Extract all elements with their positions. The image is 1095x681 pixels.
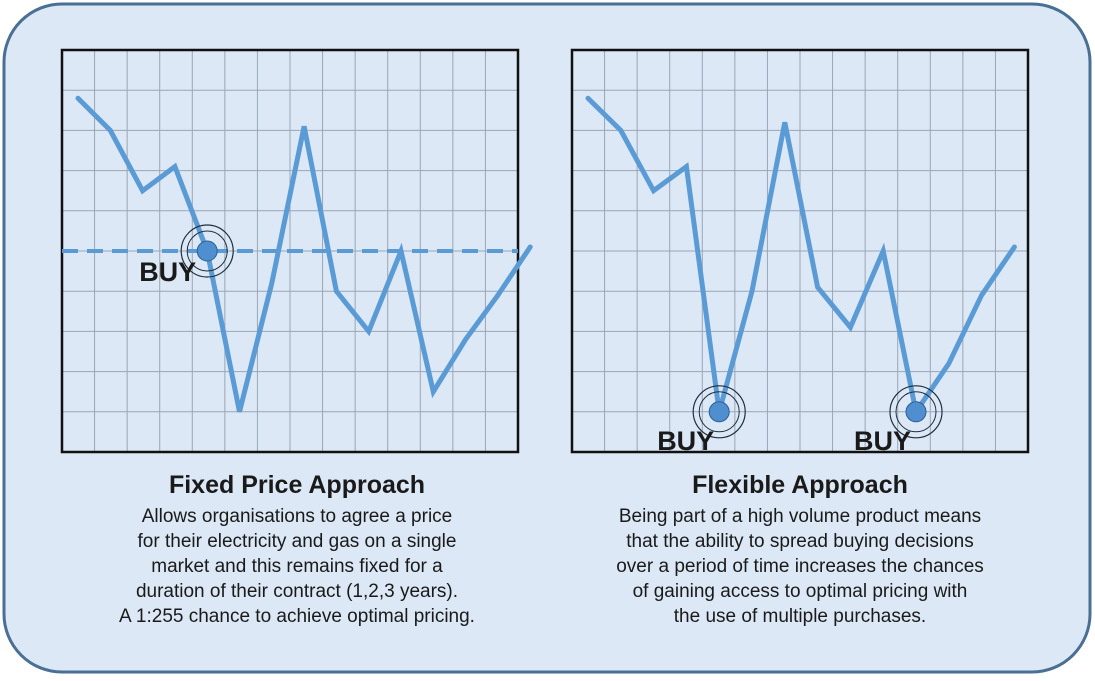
buy-marker-dot (905, 401, 927, 423)
fixed-price-desc-line: Allows organisations to agree a price (141, 506, 453, 527)
buy-label: BUY (657, 426, 714, 456)
buy-marker-dot (196, 240, 218, 262)
flexible-desc-line: Being part of a high volume product mean… (618, 506, 982, 527)
fixed-price-desc-line: for their electricity and gas on a singl… (137, 531, 457, 552)
flexible-desc-line: of gaining access to optimal pricing wit… (632, 581, 968, 602)
price-series-line (75, 95, 533, 413)
buy-marker-dot (708, 401, 730, 423)
chart-border (570, 48, 1030, 454)
flexible-approach-description: Being part of a high volume product mean… (560, 504, 1040, 629)
buy-label: BUY (854, 426, 911, 456)
flexible-desc-line: the use of multiple purchases. (673, 606, 927, 627)
fixed-price-chart: BUY (60, 48, 533, 454)
fixed-price-description: Allows organisations to agree a price fo… (62, 504, 532, 629)
flexible-approach-caption: Flexible Approach Being part of a high v… (560, 470, 1040, 629)
flexible-approach-chart: BUY BUY (570, 48, 1030, 456)
buy-label: BUY (139, 257, 196, 287)
price-series-line (585, 95, 1017, 419)
buy-marker-inner-ring (698, 391, 740, 433)
buy-marker-outer-ring (180, 224, 234, 278)
flexible-desc-line: over a period of time increases the chan… (616, 556, 984, 577)
flexible-desc-line: that the ability to spread buying decisi… (626, 531, 974, 552)
fixed-price-desc-line: A 1:255 chance to achieve optimal pricin… (119, 606, 475, 627)
fixed-price-caption: Fixed Price Approach Allows organisation… (62, 470, 532, 629)
fixed-price-desc-line: market and this remains fixed for a (151, 556, 443, 577)
fixed-price-desc-line: duration of their contract (1,2,3 years)… (135, 581, 459, 602)
fixed-price-title: Fixed Price Approach (168, 471, 426, 499)
flexible-approach-title: Flexible Approach (692, 471, 908, 499)
buy-marker-inner-ring (186, 230, 228, 272)
chart-grid (572, 50, 1028, 452)
buy-marker-outer-ring (692, 385, 746, 439)
buy-marker-outer-ring (889, 385, 943, 439)
buy-marker-inner-ring (895, 391, 937, 433)
